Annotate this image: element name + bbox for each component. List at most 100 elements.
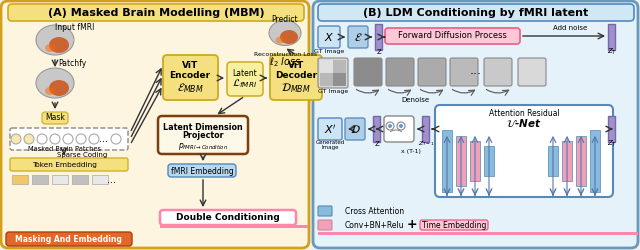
Bar bbox=[318, 232, 638, 234]
Text: Time Embedding: Time Embedding bbox=[422, 220, 486, 230]
Text: $p_{fMRI \rightarrow Condition}$: $p_{fMRI \rightarrow Condition}$ bbox=[178, 142, 228, 152]
FancyBboxPatch shape bbox=[450, 58, 478, 86]
Circle shape bbox=[50, 134, 60, 144]
Text: Add noise: Add noise bbox=[553, 25, 587, 31]
Text: $\mathcal{E}$: $\mathcal{E}$ bbox=[354, 31, 362, 43]
Text: x (T-1): x (T-1) bbox=[401, 150, 421, 154]
Ellipse shape bbox=[49, 37, 69, 53]
Text: $\mathcal{D}$: $\mathcal{D}$ bbox=[349, 123, 360, 135]
Ellipse shape bbox=[280, 30, 298, 44]
FancyBboxPatch shape bbox=[418, 58, 446, 86]
Text: $X'$: $X'$ bbox=[324, 122, 337, 136]
Text: Latent Dimension: Latent Dimension bbox=[163, 122, 243, 132]
Text: GT Image: GT Image bbox=[318, 90, 348, 94]
Text: ViT: ViT bbox=[182, 62, 198, 70]
Ellipse shape bbox=[36, 68, 74, 98]
Text: Sparse Coding: Sparse Coding bbox=[57, 152, 107, 158]
Circle shape bbox=[111, 134, 121, 144]
FancyBboxPatch shape bbox=[420, 220, 488, 230]
Text: (B) LDM Conditioning by fMRI latent: (B) LDM Conditioning by fMRI latent bbox=[364, 8, 589, 18]
FancyBboxPatch shape bbox=[160, 210, 296, 225]
FancyBboxPatch shape bbox=[10, 128, 128, 150]
Text: Conv+BN+Relu: Conv+BN+Relu bbox=[345, 220, 404, 230]
Ellipse shape bbox=[45, 87, 55, 95]
Text: Patchfy: Patchfy bbox=[58, 58, 86, 68]
Bar bbox=[373, 116, 380, 142]
Text: Masked Brain Patches: Masked Brain Patches bbox=[28, 146, 100, 152]
Text: Token Embedding: Token Embedding bbox=[31, 162, 97, 168]
Ellipse shape bbox=[36, 25, 74, 55]
Text: Z: Z bbox=[376, 49, 381, 55]
Circle shape bbox=[397, 122, 405, 130]
FancyBboxPatch shape bbox=[345, 118, 365, 140]
Circle shape bbox=[24, 134, 34, 144]
Text: $X$: $X$ bbox=[324, 31, 334, 43]
Text: fMRI Embedding: fMRI Embedding bbox=[171, 166, 234, 175]
FancyBboxPatch shape bbox=[318, 4, 634, 21]
Bar bbox=[608, 24, 615, 50]
Text: $Z_T$: $Z_T$ bbox=[607, 47, 617, 57]
Bar bbox=[12, 175, 28, 184]
FancyBboxPatch shape bbox=[435, 105, 613, 197]
FancyBboxPatch shape bbox=[385, 28, 520, 44]
FancyBboxPatch shape bbox=[6, 232, 132, 246]
FancyBboxPatch shape bbox=[354, 58, 382, 86]
FancyBboxPatch shape bbox=[518, 58, 546, 86]
FancyBboxPatch shape bbox=[42, 112, 68, 124]
Text: Image: Image bbox=[321, 146, 339, 150]
Bar bbox=[52, 175, 68, 184]
Text: Forward Diffusion Process: Forward Diffusion Process bbox=[397, 32, 506, 40]
Circle shape bbox=[11, 134, 21, 144]
FancyBboxPatch shape bbox=[313, 1, 638, 248]
FancyBboxPatch shape bbox=[318, 26, 340, 48]
Bar bbox=[320, 60, 346, 86]
FancyBboxPatch shape bbox=[318, 118, 342, 140]
Circle shape bbox=[89, 134, 99, 144]
Text: ...: ... bbox=[470, 64, 482, 76]
FancyBboxPatch shape bbox=[158, 116, 248, 154]
Bar bbox=[333, 73, 346, 86]
Circle shape bbox=[399, 124, 403, 128]
Text: ViT: ViT bbox=[288, 62, 304, 70]
Text: $\mathcal{L}_{fMRI}$: $\mathcal{L}_{fMRI}$ bbox=[232, 78, 257, 90]
Bar bbox=[72, 175, 88, 184]
FancyBboxPatch shape bbox=[386, 58, 414, 86]
Bar bbox=[590, 130, 600, 192]
Text: Mask: Mask bbox=[45, 114, 65, 122]
Circle shape bbox=[76, 134, 86, 144]
Text: $\mathcal{D}_{MBM}$: $\mathcal{D}_{MBM}$ bbox=[281, 81, 311, 95]
Bar bbox=[422, 116, 429, 142]
Text: Masking And Embedding: Masking And Embedding bbox=[15, 234, 122, 244]
Text: $\mathcal{U}$-Net: $\mathcal{U}$-Net bbox=[506, 117, 542, 129]
FancyBboxPatch shape bbox=[384, 116, 414, 142]
Text: $\ell_2$ loss: $\ell_2$ loss bbox=[269, 55, 301, 69]
Text: $\mathcal{E}_{MBM}$: $\mathcal{E}_{MBM}$ bbox=[177, 81, 204, 95]
Text: ...: ... bbox=[99, 134, 109, 144]
Bar bbox=[576, 136, 586, 186]
Text: $Z_{T-1}$: $Z_{T-1}$ bbox=[417, 140, 435, 148]
Text: Decoder: Decoder bbox=[275, 70, 317, 80]
Text: ...: ... bbox=[108, 175, 116, 185]
Ellipse shape bbox=[269, 20, 301, 46]
FancyBboxPatch shape bbox=[10, 158, 128, 171]
Bar bbox=[375, 24, 382, 50]
FancyBboxPatch shape bbox=[318, 206, 332, 216]
Ellipse shape bbox=[275, 36, 285, 44]
Circle shape bbox=[388, 124, 392, 128]
Text: Input fMRI: Input fMRI bbox=[55, 24, 95, 32]
Text: Cross Attention: Cross Attention bbox=[345, 206, 404, 216]
Bar bbox=[608, 116, 615, 142]
FancyBboxPatch shape bbox=[484, 58, 512, 86]
Text: Z: Z bbox=[374, 141, 380, 147]
Text: Reconstruction Loss: Reconstruction Loss bbox=[253, 52, 317, 58]
Circle shape bbox=[63, 134, 73, 144]
Ellipse shape bbox=[49, 80, 69, 96]
Text: Generated: Generated bbox=[316, 140, 344, 145]
Text: Attention Residual: Attention Residual bbox=[488, 110, 559, 118]
Text: Denoise: Denoise bbox=[401, 97, 429, 103]
Text: Projector: Projector bbox=[182, 132, 224, 140]
FancyBboxPatch shape bbox=[348, 26, 368, 48]
Bar bbox=[160, 225, 308, 228]
Bar bbox=[470, 141, 480, 181]
Text: +: + bbox=[406, 218, 417, 232]
